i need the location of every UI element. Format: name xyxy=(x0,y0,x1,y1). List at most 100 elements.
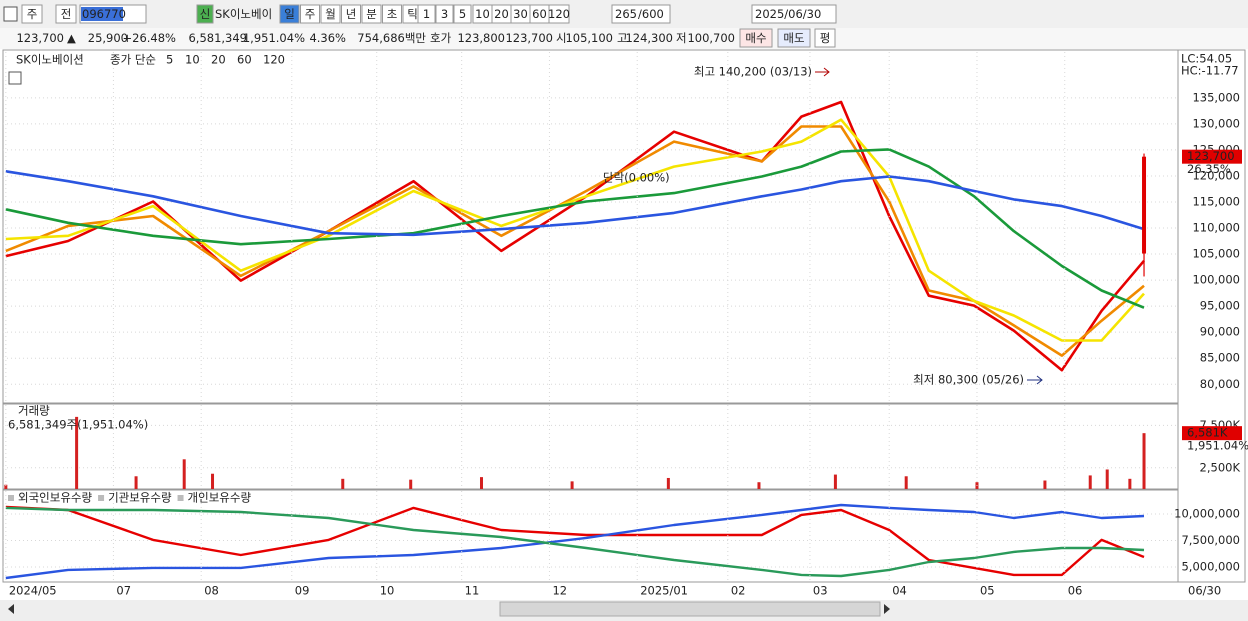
toolbar-button[interactable] xyxy=(548,4,570,24)
indicator: LC:54.05 xyxy=(1181,52,1232,66)
x-tick-label: 03 xyxy=(813,584,828,598)
toolbar-label[interactable]: 틱 xyxy=(407,7,418,21)
infobar-bg xyxy=(0,28,1248,49)
volume-bar xyxy=(211,473,215,489)
toolbar-label[interactable]: 주 xyxy=(27,7,38,21)
toolbar-label[interactable]: 120 xyxy=(548,7,570,21)
toolbar-label[interactable]: 월 xyxy=(325,7,336,21)
toolbar-button[interactable] xyxy=(435,4,454,24)
toolbar-label[interactable]: 3 xyxy=(441,7,448,21)
date-box[interactable] xyxy=(751,4,837,24)
volume-bar xyxy=(833,474,837,489)
info-value: 25,900 xyxy=(88,31,128,45)
toolbar-label[interactable]: 20 xyxy=(494,7,509,21)
info-value: 105,100 xyxy=(565,31,613,45)
info-value: 호가 xyxy=(430,31,452,45)
info-value: 123,800 xyxy=(457,31,505,45)
info-value: +26.48% xyxy=(123,31,177,45)
toolbar-label[interactable]: 년 xyxy=(346,7,357,21)
legend-item: 개인보유수량 xyxy=(188,491,252,505)
menu-icon[interactable] xyxy=(3,6,18,22)
x-tick-label: 05 xyxy=(980,584,995,598)
toolbar-label[interactable]: 30 xyxy=(513,7,528,21)
toolbar-label[interactable]: 초 xyxy=(387,7,398,21)
volume-bar xyxy=(1128,478,1132,489)
toolbar-button[interactable] xyxy=(279,4,300,24)
toolbar-button[interactable] xyxy=(382,4,402,24)
series-line xyxy=(5,506,1145,578)
max-count[interactable]: /600 xyxy=(638,7,664,21)
stock-name[interactable]: SK이노베이 xyxy=(215,7,272,21)
volume-bar xyxy=(1105,469,1109,489)
candle-body xyxy=(1142,156,1147,254)
toolbar-button[interactable] xyxy=(417,4,436,24)
toolbar-button[interactable] xyxy=(55,4,77,24)
order-button[interactable] xyxy=(777,28,811,48)
y-tick-label: 95,000 xyxy=(1200,299,1240,313)
toolbar-button[interactable] xyxy=(21,4,43,24)
scroll-right[interactable] xyxy=(884,604,890,614)
code-select[interactable] xyxy=(81,7,123,21)
toolbar-label[interactable]: 1 xyxy=(423,7,430,21)
order-label[interactable]: 평 xyxy=(820,31,831,45)
toolbar-label[interactable]: 60 xyxy=(532,7,547,21)
toolbar-button[interactable] xyxy=(300,4,320,24)
count-box[interactable] xyxy=(611,4,671,24)
toolbar-button[interactable] xyxy=(453,4,472,24)
order-label[interactable]: 매수 xyxy=(745,31,766,45)
toolbar-label[interactable]: 전 xyxy=(61,7,72,21)
grid-icon[interactable] xyxy=(8,71,22,85)
toolbar-button[interactable] xyxy=(341,4,361,24)
last-volume-box xyxy=(1182,426,1242,441)
annotation: 최고 140,200 (03/13) xyxy=(694,65,812,79)
y-tick-label: 115,000 xyxy=(1192,194,1240,208)
legend-marker xyxy=(8,495,14,501)
last-price-box xyxy=(1182,149,1242,164)
order-label[interactable]: 매도 xyxy=(783,31,804,45)
toolbar-label[interactable]: 분 xyxy=(366,7,377,21)
volume-bar xyxy=(1088,475,1092,489)
stock-code[interactable]: 096770 xyxy=(82,7,126,21)
x-tick-label: 10 xyxy=(380,584,395,598)
scroll-left[interactable] xyxy=(8,604,14,614)
legend-item: 10 xyxy=(185,53,200,67)
order-button[interactable] xyxy=(814,28,836,48)
legend-marker xyxy=(98,495,105,501)
info-value: 저 xyxy=(676,31,687,45)
legend-title: 종가 단순 xyxy=(110,53,156,67)
info-value: 시 xyxy=(556,31,567,45)
annotation: 단락(0.00%) xyxy=(603,171,670,185)
scroll-thumb[interactable] xyxy=(499,601,881,617)
legend-item: 5 xyxy=(166,53,173,67)
toolbar-label[interactable]: 신 xyxy=(200,7,211,21)
date[interactable]: 2025/06/30 xyxy=(755,7,821,21)
series-line xyxy=(5,125,1145,357)
x-tick-label: 2024/05 xyxy=(9,584,57,598)
toolbar-button[interactable] xyxy=(196,4,214,24)
toolbar-label[interactable]: 5 xyxy=(459,7,466,21)
right-axis xyxy=(1177,49,1246,583)
annotation-arrow xyxy=(815,67,830,77)
info-value: 754,686백만 xyxy=(357,31,426,45)
y-tick-label: 7,500,000 xyxy=(1181,533,1240,547)
toolbar-button[interactable] xyxy=(320,4,341,24)
toolbar-label[interactable]: 10 xyxy=(475,7,490,21)
toolbar-label[interactable]: 주 xyxy=(305,7,316,21)
legend-marker xyxy=(177,495,184,501)
x-tick-label: 2025/01 xyxy=(640,584,688,598)
x-tick-label: 06 xyxy=(1068,584,1083,598)
info-value: 123,700 xyxy=(16,31,64,45)
legend-item: 기관보유수량 xyxy=(108,491,172,505)
y-tick-label: 110,000 xyxy=(1192,221,1240,235)
toolbar-button[interactable] xyxy=(361,4,382,24)
volume-bar xyxy=(904,476,908,489)
y-tick-label: 90,000 xyxy=(1200,325,1240,339)
annotation: 최저 80,300 (05/26) xyxy=(913,373,1024,387)
y-tick-label: 120,000 xyxy=(1192,168,1240,182)
y-tick-label: 2,500K xyxy=(1200,460,1241,474)
series-line xyxy=(5,148,1145,309)
count[interactable]: 265 xyxy=(615,7,637,21)
order-button[interactable] xyxy=(739,28,773,48)
toolbar-label[interactable]: 일 xyxy=(284,7,295,21)
